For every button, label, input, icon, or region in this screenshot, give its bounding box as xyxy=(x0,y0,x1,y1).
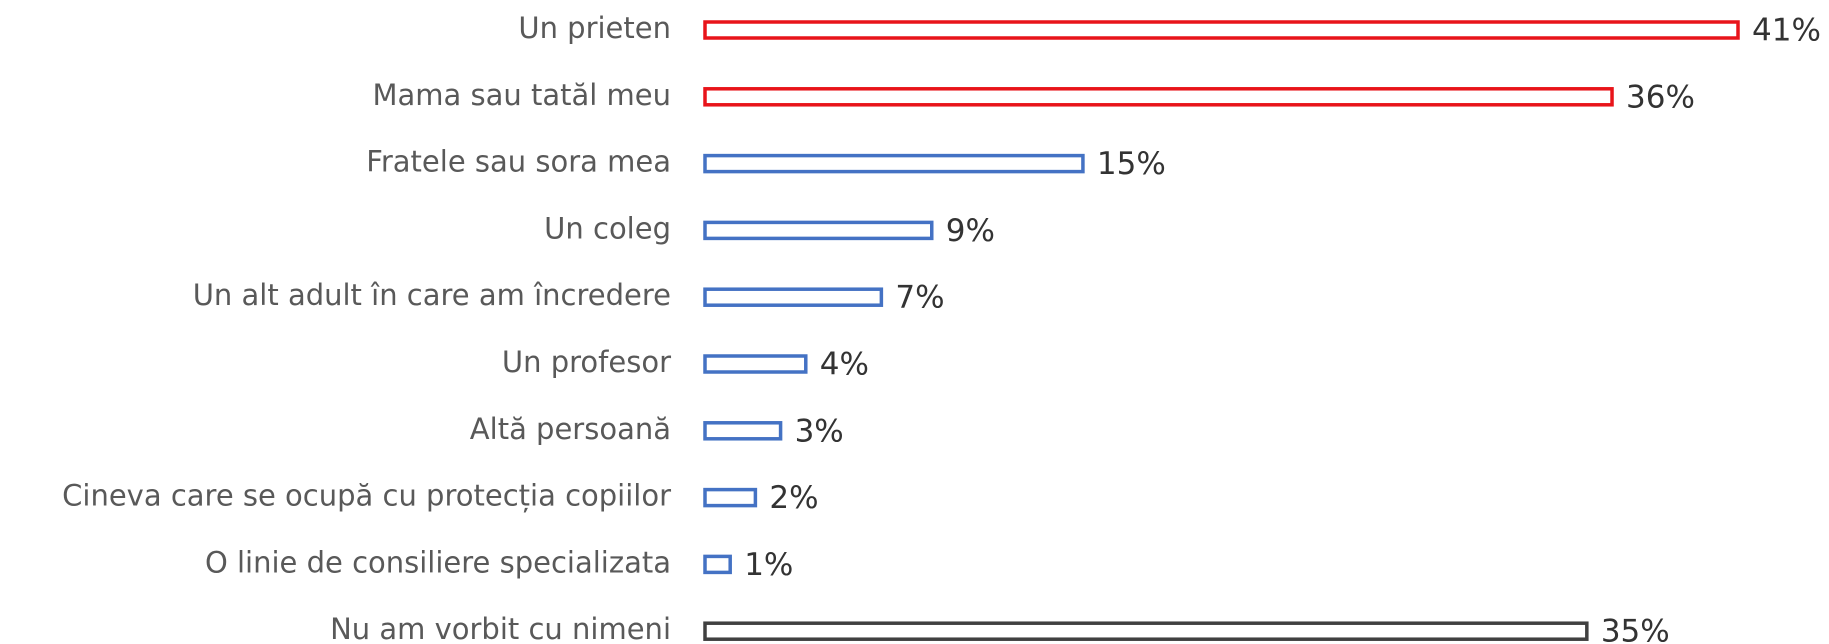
bar xyxy=(703,220,934,241)
bar xyxy=(703,87,1614,107)
value-label: 3% xyxy=(795,413,844,449)
category-label: Un profesor xyxy=(502,345,671,379)
category-label: Mama sau tatăl meu xyxy=(372,78,671,112)
value-label: 2% xyxy=(769,480,818,516)
category-label: Un coleg xyxy=(544,211,671,245)
value-label: 9% xyxy=(946,213,995,249)
value-label: 7% xyxy=(895,280,944,316)
bar xyxy=(703,20,1740,40)
bar xyxy=(703,153,1085,174)
value-label: 41% xyxy=(1752,13,1821,49)
category-label: Nu am vorbit cu nimeni xyxy=(330,612,671,644)
value-label: 15% xyxy=(1097,146,1166,182)
category-label: Fratele sau sora mea xyxy=(366,145,671,179)
bar xyxy=(703,621,1589,641)
value-label: 36% xyxy=(1626,79,1695,115)
category-label: Cineva care se ocupă cu protecția copiil… xyxy=(62,479,671,513)
value-label: 4% xyxy=(820,347,869,383)
category-label: O linie de consiliere specializata xyxy=(205,545,671,579)
category-label: Un alt adult în care am încredere xyxy=(193,278,671,312)
value-label: 35% xyxy=(1601,614,1670,644)
category-label: Altă persoană xyxy=(470,412,671,446)
bar xyxy=(703,487,758,508)
bar xyxy=(703,554,732,575)
bar xyxy=(703,421,783,441)
value-label: 1% xyxy=(744,547,793,583)
bar xyxy=(703,354,808,374)
category-label: Un prieten xyxy=(518,11,671,45)
bar xyxy=(703,287,884,307)
